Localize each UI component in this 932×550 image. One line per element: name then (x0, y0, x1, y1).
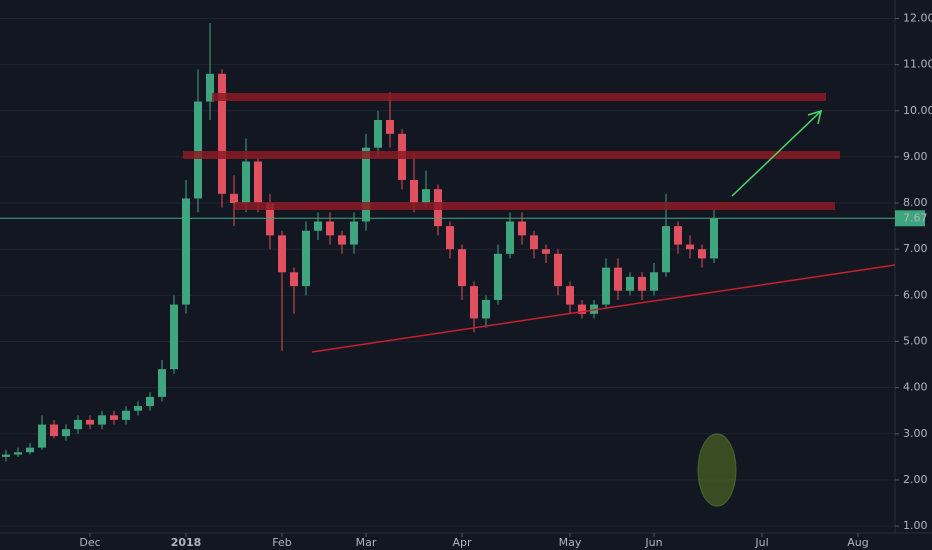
candle-body (254, 161, 262, 204)
y-tick-label: 8.00 (903, 196, 928, 209)
candle-body (686, 244, 694, 250)
x-tick-label: May (559, 536, 582, 549)
candle-body (350, 221, 358, 245)
candle-body (98, 415, 106, 425)
candle-body (602, 267, 610, 305)
candle-body (134, 406, 142, 411)
candle-body (698, 249, 706, 259)
candle-body (62, 429, 70, 437)
candle-body (302, 230, 310, 287)
candle-body (470, 286, 478, 319)
candle-body (182, 198, 190, 305)
candle-body (50, 424, 58, 437)
candle-body (638, 276, 646, 291)
candle-body (578, 304, 586, 314)
candle-body (170, 304, 178, 370)
candle-body (2, 454, 10, 457)
candle-body (614, 267, 622, 291)
x-tick-label: Jul (754, 536, 768, 549)
x-tick-label: Dec (79, 536, 100, 549)
resistance-zone (235, 202, 835, 210)
candle-body (446, 226, 454, 250)
candle-body (38, 424, 46, 448)
candle-body (482, 299, 490, 319)
candle-body (218, 73, 226, 194)
x-tick-label: Apr (452, 536, 472, 549)
candle-body (422, 189, 430, 204)
candle-body (362, 147, 370, 222)
candle-body (542, 249, 550, 254)
candle-body (338, 235, 346, 245)
x-tick-label: Jun (644, 536, 662, 549)
arrow-head (807, 109, 823, 125)
last-price-label: 7.67 (903, 211, 928, 224)
x-tick-label: Feb (272, 536, 291, 549)
plot: 1.00 2.00 3.00 4.00 5.00 6.00 7.00 8.00 9.00 10.0… (0, 11, 932, 549)
candle-body (86, 419, 94, 425)
candle-body (674, 226, 682, 245)
candle-body (242, 161, 250, 204)
candle-body (266, 203, 274, 236)
candle-body (374, 119, 382, 148)
candle-body (230, 193, 238, 204)
candle-body (554, 253, 562, 287)
candle-body (74, 419, 82, 430)
candle-body (710, 218, 718, 259)
candle-body (314, 221, 322, 231)
candle-body (290, 272, 298, 287)
drawings (183, 93, 896, 507)
candle-body (326, 221, 334, 236)
y-tick-label: 6.00 (903, 288, 928, 301)
candle-body (158, 369, 166, 397)
y-tick-label: 9.00 (903, 150, 928, 163)
candle-body (662, 226, 670, 273)
y-tick-label: 2.00 (903, 473, 928, 486)
candle-body (494, 253, 502, 300)
candle-body (458, 249, 466, 287)
candle-body (26, 447, 34, 453)
candle-body (146, 396, 154, 407)
y-tick-label: 3.00 (903, 427, 928, 440)
candle-body (110, 415, 118, 420)
candle-body (566, 286, 574, 305)
y-tick-label: 12.00 (903, 11, 932, 24)
x-tick-label: 2018 (171, 536, 202, 549)
x-tick-label: Aug (847, 536, 868, 549)
candle-body (386, 119, 394, 134)
volume-highlight (697, 433, 737, 507)
y-tick-label: 4.00 (903, 381, 928, 394)
candle-body (410, 179, 418, 204)
candle-body (278, 235, 286, 273)
candle-body (506, 221, 514, 254)
candle-body (650, 272, 658, 291)
arrow (731, 111, 821, 197)
candle-body (530, 235, 538, 250)
candle-body (194, 101, 202, 199)
x-tick-label: Mar (356, 536, 377, 549)
y-tick-label: 10.00 (903, 104, 932, 117)
y-tick-label: 11.00 (903, 58, 932, 71)
candle-body (626, 276, 634, 291)
y-tick-label: 1.00 (903, 519, 928, 532)
y-tick-label: 5.00 (903, 334, 928, 347)
trend-line (311, 264, 896, 353)
candle-body (206, 73, 214, 102)
candle-body (122, 410, 130, 420)
candle-body (14, 452, 22, 455)
resistance-zone (183, 151, 840, 159)
resistance-zone (212, 93, 826, 101)
y-tick-label: 7.00 (903, 242, 928, 255)
last-price-badge (895, 210, 925, 227)
candle-body (518, 221, 526, 236)
